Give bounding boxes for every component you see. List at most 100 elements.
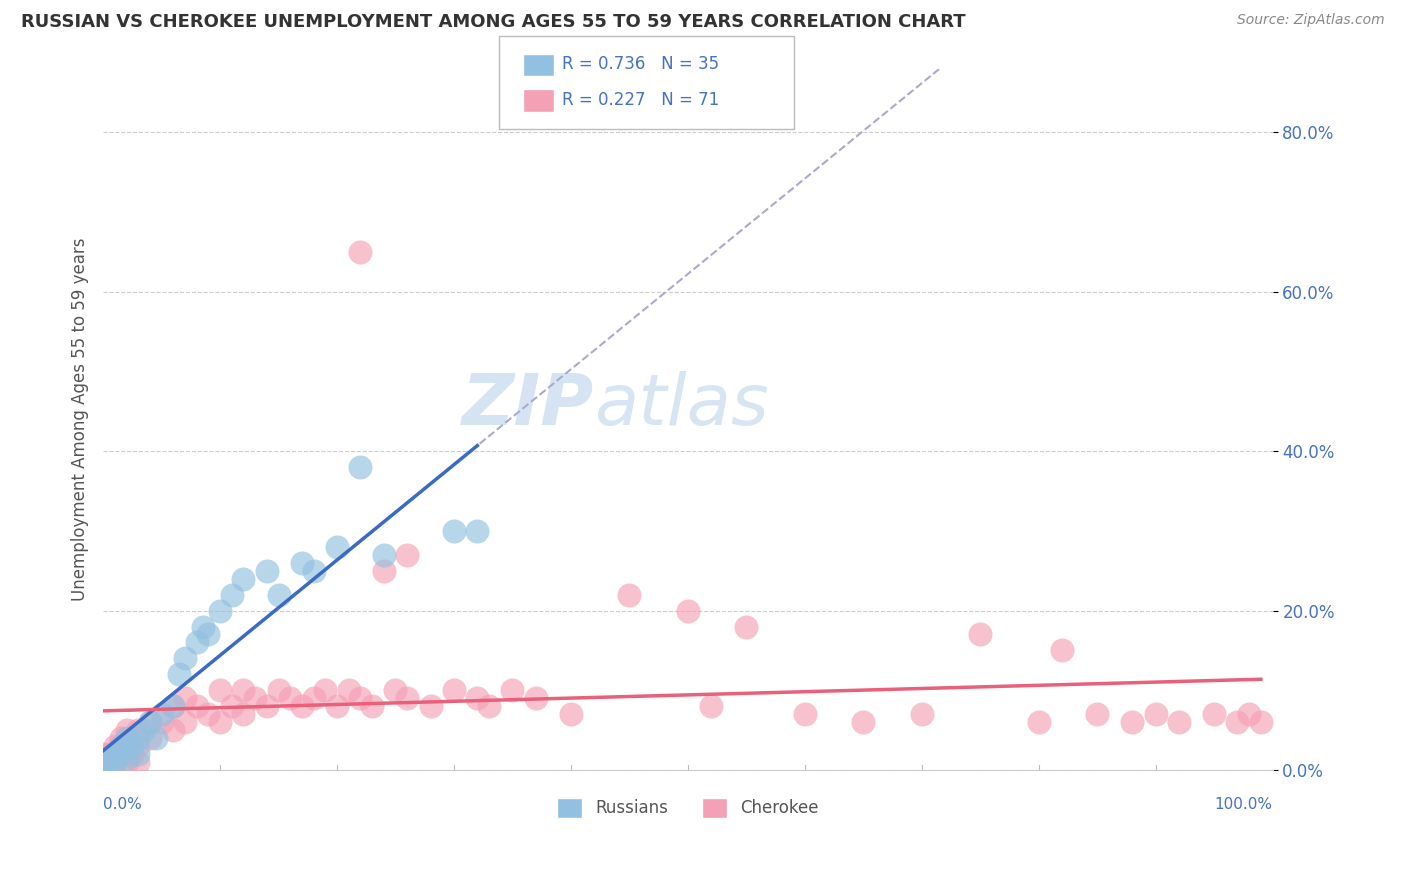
Text: 0.0%: 0.0% bbox=[103, 797, 142, 812]
Point bbox=[314, 683, 336, 698]
Point bbox=[98, 759, 121, 773]
Point bbox=[302, 691, 325, 706]
Point bbox=[110, 747, 132, 761]
Point bbox=[209, 715, 232, 730]
Text: 100.0%: 100.0% bbox=[1215, 797, 1272, 812]
Point bbox=[121, 739, 143, 753]
Point bbox=[443, 683, 465, 698]
Point bbox=[174, 691, 197, 706]
Text: R = 0.736   N = 35: R = 0.736 N = 35 bbox=[562, 55, 720, 73]
Text: Source: ZipAtlas.com: Source: ZipAtlas.com bbox=[1237, 13, 1385, 28]
Point bbox=[167, 667, 190, 681]
Point bbox=[91, 759, 114, 773]
Point bbox=[191, 619, 214, 633]
Point bbox=[676, 603, 699, 617]
Point bbox=[91, 747, 114, 761]
Point bbox=[127, 731, 149, 745]
Point bbox=[98, 751, 121, 765]
Point bbox=[115, 739, 138, 753]
Point bbox=[115, 731, 138, 745]
Point bbox=[384, 683, 406, 698]
Point bbox=[1121, 715, 1143, 730]
Point bbox=[139, 731, 162, 745]
Point bbox=[209, 683, 232, 698]
Point bbox=[162, 699, 184, 714]
Point bbox=[232, 572, 254, 586]
Point bbox=[115, 755, 138, 769]
Point bbox=[139, 715, 162, 730]
Point bbox=[139, 715, 162, 730]
Text: atlas: atlas bbox=[595, 371, 769, 440]
Point bbox=[150, 715, 173, 730]
Y-axis label: Unemployment Among Ages 55 to 59 years: Unemployment Among Ages 55 to 59 years bbox=[72, 237, 89, 601]
Point bbox=[560, 707, 582, 722]
Point bbox=[478, 699, 501, 714]
Point bbox=[700, 699, 723, 714]
Point bbox=[127, 723, 149, 738]
Point bbox=[91, 759, 114, 773]
Point bbox=[197, 707, 219, 722]
Point bbox=[291, 699, 314, 714]
Point bbox=[162, 699, 184, 714]
Point bbox=[145, 731, 167, 745]
Point bbox=[110, 731, 132, 745]
Point bbox=[1202, 707, 1225, 722]
Point bbox=[373, 564, 395, 578]
Point bbox=[186, 699, 208, 714]
Point bbox=[115, 723, 138, 738]
Point bbox=[127, 747, 149, 761]
Point bbox=[221, 588, 243, 602]
Point bbox=[91, 755, 114, 769]
Point bbox=[619, 588, 641, 602]
Point bbox=[1237, 707, 1260, 722]
Point bbox=[373, 548, 395, 562]
Point bbox=[852, 715, 875, 730]
Point bbox=[1050, 643, 1073, 657]
Point bbox=[911, 707, 934, 722]
Point bbox=[132, 723, 155, 738]
Point bbox=[467, 524, 489, 538]
Point bbox=[221, 699, 243, 714]
Point bbox=[349, 460, 371, 475]
Point bbox=[278, 691, 301, 706]
Point bbox=[267, 683, 290, 698]
Point bbox=[104, 747, 127, 761]
Point bbox=[98, 755, 121, 769]
Point bbox=[1028, 715, 1050, 730]
Point bbox=[127, 755, 149, 769]
Point bbox=[267, 588, 290, 602]
Point bbox=[349, 244, 371, 259]
Point bbox=[127, 739, 149, 753]
Point bbox=[162, 723, 184, 738]
Point bbox=[232, 707, 254, 722]
Point bbox=[291, 556, 314, 570]
Point bbox=[361, 699, 384, 714]
Point bbox=[98, 747, 121, 761]
Point bbox=[735, 619, 758, 633]
Point bbox=[326, 699, 349, 714]
Point bbox=[419, 699, 441, 714]
Point bbox=[174, 715, 197, 730]
Point bbox=[256, 564, 278, 578]
Point bbox=[110, 739, 132, 753]
Point bbox=[104, 755, 127, 769]
Point bbox=[524, 691, 547, 706]
Point bbox=[349, 691, 371, 706]
Point bbox=[396, 548, 419, 562]
Point bbox=[1144, 707, 1167, 722]
Point bbox=[443, 524, 465, 538]
Point bbox=[969, 627, 991, 641]
Point bbox=[243, 691, 266, 706]
Point bbox=[91, 755, 114, 769]
Point bbox=[232, 683, 254, 698]
Point bbox=[302, 564, 325, 578]
Point bbox=[121, 747, 143, 761]
Text: RUSSIAN VS CHEROKEE UNEMPLOYMENT AMONG AGES 55 TO 59 YEARS CORRELATION CHART: RUSSIAN VS CHEROKEE UNEMPLOYMENT AMONG A… bbox=[21, 13, 966, 31]
Point bbox=[1250, 715, 1272, 730]
Point bbox=[337, 683, 360, 698]
Point bbox=[793, 707, 815, 722]
Point bbox=[115, 751, 138, 765]
Point bbox=[186, 635, 208, 649]
Point bbox=[209, 603, 232, 617]
Point bbox=[197, 627, 219, 641]
